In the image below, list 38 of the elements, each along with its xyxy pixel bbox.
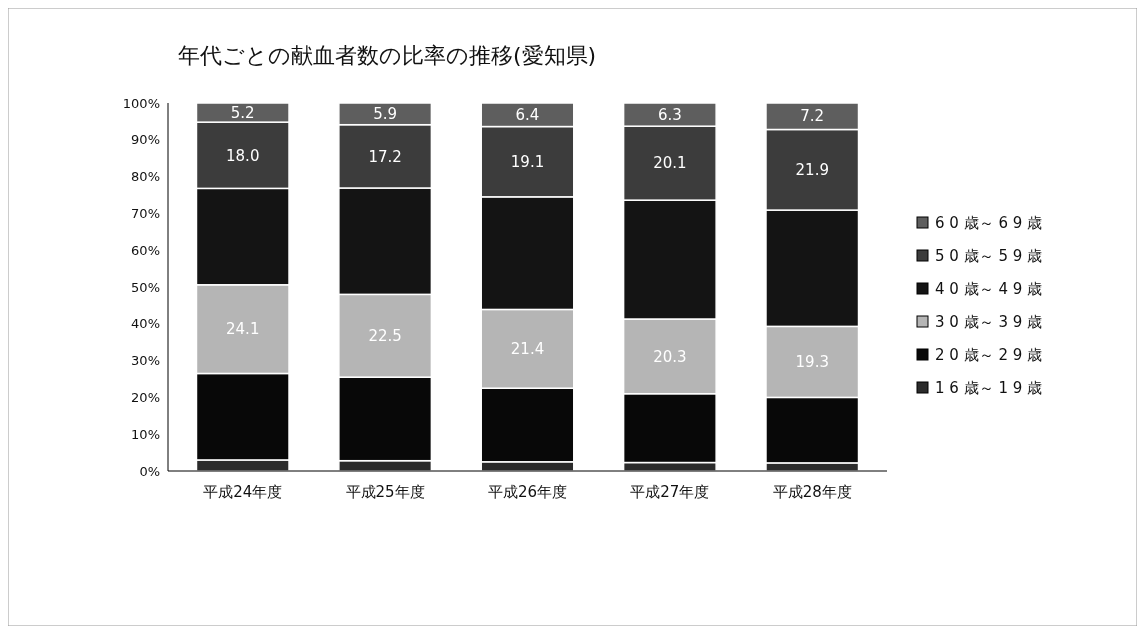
chart-title: 年代ごとの献血者数の比率の推移(愛知県) — [178, 43, 597, 68]
data-label: 6.3 — [657, 105, 682, 124]
legend-label: 5 0 歳～ 5 9 歳 — [935, 247, 1043, 266]
legend-label: 3 0 歳～ 3 9 歳 — [935, 313, 1043, 332]
data-label: 5.2 — [230, 103, 255, 122]
data-label: 20.1 — [653, 154, 687, 173]
x-tick-label: 平成25年度 — [345, 483, 425, 501]
y-tick-label: 100% — [122, 95, 160, 111]
data-label: 20.3 — [653, 347, 687, 366]
legend-label: 1 6 歳～ 1 9 歳 — [935, 379, 1043, 398]
data-label: 18.0 — [226, 146, 260, 165]
x-tick-label: 平成26年度 — [487, 483, 568, 501]
data-label: 5.9 — [373, 105, 398, 124]
x-tick-label: 平成24年度 — [203, 483, 283, 501]
y-tick-label: 20% — [131, 389, 160, 405]
legend-label: 6 0 歳～ 6 9 歳 — [935, 214, 1043, 233]
data-label: 19.3 — [795, 353, 829, 372]
y-tick-label: 80% — [131, 169, 160, 185]
y-tick-label: 60% — [131, 242, 160, 258]
y-tick-label: 90% — [131, 132, 160, 148]
y-tick-label: 70% — [131, 205, 160, 221]
data-label: 19.1 — [510, 152, 545, 171]
data-label: 21.9 — [795, 161, 829, 180]
data-label: 21.4 — [510, 340, 545, 359]
y-tick-label: 30% — [131, 353, 160, 369]
legend-label: 4 0 歳～ 4 9 歳 — [935, 280, 1043, 299]
y-tick-label: 50% — [131, 279, 160, 295]
data-label: 24.1 — [226, 320, 260, 339]
legend-label: 2 0 歳～ 2 9 歳 — [935, 346, 1043, 365]
y-tick-label: 40% — [131, 316, 160, 332]
data-label: 7.2 — [800, 107, 825, 126]
x-tick-label: 平成27年度 — [630, 483, 710, 501]
y-tick-label: 0% — [139, 463, 160, 479]
data-label: 22.5 — [368, 327, 402, 346]
x-tick-label: 平成28年度 — [772, 483, 852, 501]
data-label: 6.4 — [515, 106, 540, 125]
data-label: 17.2 — [368, 147, 402, 166]
y-tick-label: 10% — [131, 426, 160, 442]
